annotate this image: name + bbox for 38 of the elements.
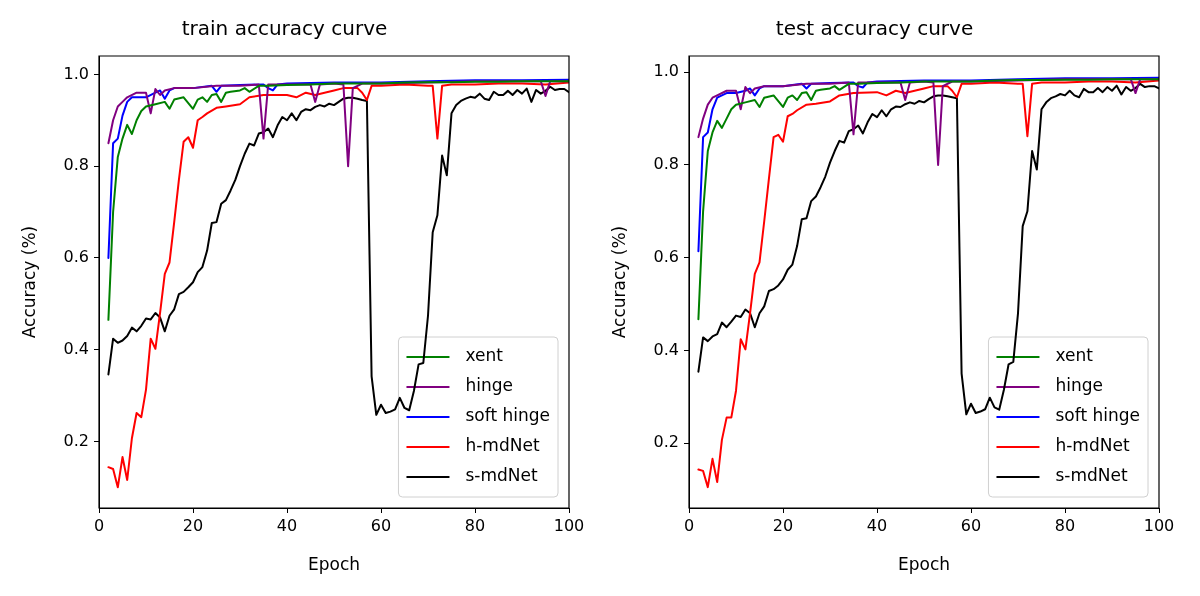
x-axis-title: Epoch — [897, 554, 951, 575]
legend-label: hinge — [465, 375, 513, 396]
y-tick-label: 0.8 — [63, 155, 89, 175]
legend-label: s-mdNet — [1055, 465, 1128, 486]
legend-label: soft hinge — [465, 405, 551, 426]
legend-label: xent — [465, 345, 504, 366]
x-tick-label: 20 — [772, 515, 794, 535]
legend-label: hinge — [1055, 375, 1103, 396]
legend-label: h-mdNet — [1055, 435, 1130, 456]
x-tick-label: 0 — [93, 515, 105, 535]
x-tick-label: 80 — [464, 515, 486, 535]
y-tick-label: 0.8 — [653, 154, 679, 174]
legend-label: h-mdNet — [465, 435, 540, 456]
y-tick-label: 1.0 — [63, 63, 89, 83]
y-tick-label: 0.4 — [653, 339, 679, 359]
y-tick-label: 0.2 — [653, 432, 679, 452]
x-tick-label: 40 — [276, 515, 298, 535]
y-tick-label: 1.0 — [653, 61, 679, 81]
y-tick-label: 0.2 — [63, 430, 89, 450]
legend-label: xent — [1055, 345, 1094, 366]
x-tick-label: 40 — [866, 515, 888, 535]
legend-label: soft hinge — [1055, 405, 1141, 426]
y-axis-title: Accuracy (%) — [18, 225, 39, 339]
x-axis-title: Epoch — [307, 554, 361, 575]
y-tick-label: 0.6 — [63, 247, 89, 267]
x-tick-label: 60 — [370, 515, 392, 535]
legend-label: s-mdNet — [465, 465, 538, 486]
x-tick-label: 100 — [1143, 515, 1175, 535]
y-tick-label: 0.6 — [653, 246, 679, 266]
x-tick-label: 60 — [960, 515, 982, 535]
y-tick-label: 0.4 — [63, 338, 89, 358]
chart-title: test accuracy curve — [775, 16, 974, 41]
x-tick-label: 100 — [553, 515, 585, 535]
x-tick-label: 20 — [182, 515, 204, 535]
x-tick-label: 0 — [683, 515, 695, 535]
x-tick-label: 80 — [1054, 515, 1076, 535]
y-axis-title: Accuracy (%) — [608, 225, 629, 339]
chart-title: train accuracy curve — [181, 16, 388, 41]
